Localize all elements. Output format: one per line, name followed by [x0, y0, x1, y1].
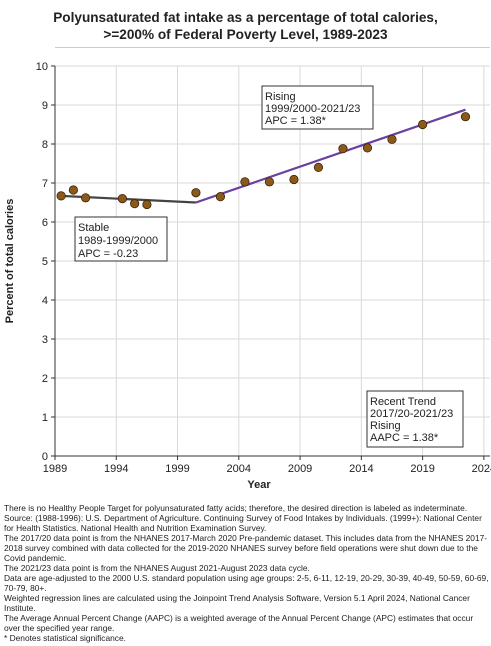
chart-svg: 0 1 2 3 4 5 6 7 8 9 10 1989 1994 1999 2004 2009 2014 201… [4, 47, 491, 491]
annotation-recent-line-2: 2017/20-2021/23 [370, 408, 453, 420]
x-tick-label: 2014 [349, 463, 373, 475]
y-tick-label: 8 [42, 139, 48, 151]
annotation-recent-line-3: Rising [370, 420, 401, 432]
data-point [264, 177, 275, 187]
chart-title: Polyunsaturated fat intake as a percenta… [0, 10, 491, 43]
annotation-rising: Rising 1999/2000-2021/23 APC = 1.38* [261, 85, 374, 130]
data-point [68, 185, 78, 195]
data-point [289, 174, 299, 185]
y-tick-label: 9 [42, 100, 48, 112]
y-tick-label: 7 [42, 178, 48, 190]
annotation-recent-line-1: Recent Trend [370, 396, 436, 408]
annotation-rising-line-1: Rising [265, 91, 296, 103]
data-point [418, 119, 428, 130]
x-tick-label: 1999 [165, 463, 189, 475]
y-tick-label: 2 [42, 373, 48, 385]
y-tick-label: 0 [42, 451, 48, 463]
annotation-recent-trend: Recent Trend 2017/20-2021/23 Rising AAPC… [366, 390, 464, 448]
data-points [56, 112, 471, 210]
y-tick-label: 6 [42, 217, 48, 229]
data-point [130, 199, 140, 209]
annotation-rising-line-2: 1999/2000-2021/23 [265, 103, 360, 115]
footnote: The Average Annual Percent Change (AAPC)… [4, 613, 474, 633]
annotation-rising-line-3: APC = 1.38* [265, 115, 327, 127]
footnote: There is no Healthy People Target for po… [4, 503, 468, 513]
footnote: Weighted regression lines are calculated… [4, 593, 470, 613]
annotation-stable: Stable 1989-1999/2000 APC = -0.23 [74, 216, 168, 262]
y-tick-label: 4 [42, 295, 48, 307]
x-axis-label: Year [247, 479, 271, 491]
y-axis-label: Percent of total calories [4, 199, 16, 324]
x-tick-label: 2004 [227, 463, 251, 475]
footnote: * Denotes statistical significance. [4, 633, 126, 643]
annotation-recent-line-4: AAPC = 1.38* [370, 432, 439, 444]
data-point [338, 144, 348, 154]
data-point [191, 188, 201, 198]
data-point [56, 191, 66, 201]
data-point [117, 194, 127, 204]
footnote: The 2017/20 data point is from the NHANE… [4, 533, 488, 563]
data-point [240, 177, 250, 187]
data-point [81, 193, 91, 203]
chart-title-line-1: Polyunsaturated fat intake as a percenta… [53, 10, 438, 25]
y-tick-label: 5 [42, 256, 48, 268]
x-tick-label: 2024 [472, 463, 491, 475]
x-axis-ticks: 1989 1994 1999 2004 2009 2014 2019 2024 [43, 456, 491, 475]
annotation-stable-line-1: Stable [78, 222, 109, 234]
x-tick-label: 1994 [104, 463, 128, 475]
annotation-stable-line-3: APC = -0.23 [78, 248, 138, 260]
data-point [215, 192, 226, 202]
data-point [460, 112, 471, 122]
data-point [142, 199, 152, 210]
x-tick-label: 2019 [410, 463, 434, 475]
data-point [313, 162, 324, 172]
y-tick-label: 10 [36, 61, 48, 73]
footnote: The 2021/23 data point is from the NHANE… [4, 563, 310, 573]
annotation-stable-line-2: 1989-1999/2000 [78, 235, 158, 247]
y-tick-label: 1 [42, 412, 48, 424]
footnote: Data are age-adjusted to the 2000 U.S. s… [4, 573, 489, 593]
data-point [362, 143, 373, 153]
x-tick-label: 2009 [288, 463, 312, 475]
y-axis-ticks: 0 1 2 3 4 5 6 7 8 9 10 [36, 61, 55, 463]
y-tick-label: 3 [42, 334, 48, 346]
x-tick-label: 1989 [43, 463, 67, 475]
data-point [387, 134, 397, 144]
footnote: Source: (1988-1996): U.S. Department of … [4, 513, 482, 533]
chart-title-line-2: >=200% of Federal Poverty Level, 1989-20… [103, 26, 388, 42]
footnotes: There is no Healthy People Target for po… [4, 503, 490, 643]
